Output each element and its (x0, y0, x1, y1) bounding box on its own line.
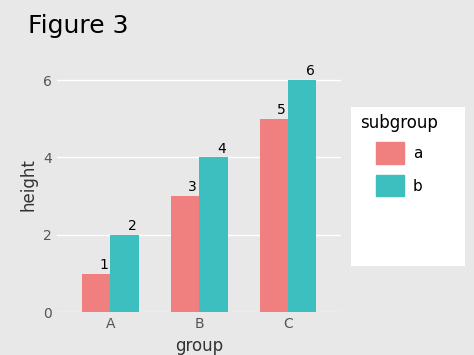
Bar (259, 119, 288, 312)
Bar (288, 80, 316, 312)
Legend: a, b: a, b (353, 106, 446, 204)
Text: 5: 5 (277, 103, 286, 117)
Text: 6: 6 (306, 64, 315, 78)
Bar (199, 158, 228, 312)
Bar (82, 274, 110, 312)
Bar (110, 235, 138, 312)
Text: 2: 2 (128, 219, 137, 233)
Text: Figure 3: Figure 3 (28, 14, 129, 38)
Text: 4: 4 (217, 142, 226, 155)
Bar (171, 196, 199, 312)
Text: 3: 3 (188, 180, 197, 194)
Y-axis label: height: height (19, 158, 37, 211)
Text: 1: 1 (100, 258, 109, 272)
X-axis label: group: group (175, 337, 223, 355)
